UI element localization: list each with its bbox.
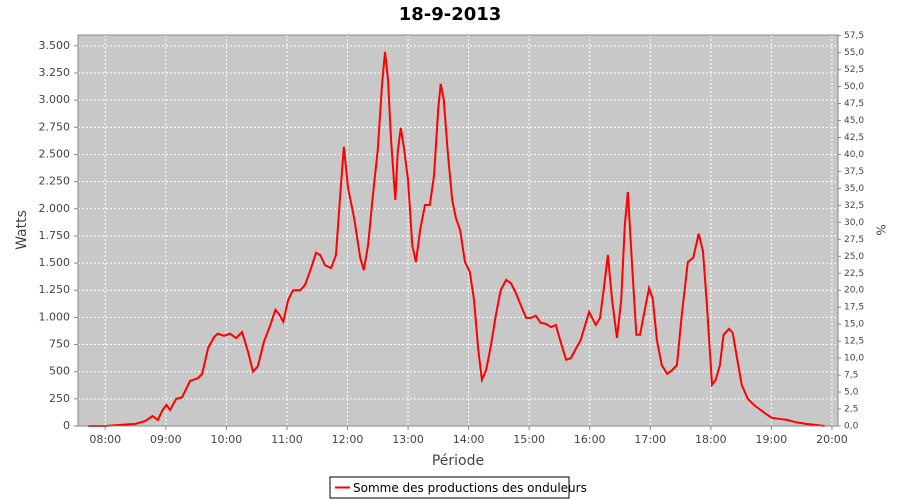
x-tick-label: 08:00 <box>89 433 121 446</box>
legend-box <box>329 476 570 499</box>
y-tick-label: 2.250 <box>39 175 71 188</box>
y2-tick-label: 32,5 <box>844 201 864 211</box>
x-tick-label: 15:00 <box>513 433 545 446</box>
y-tick-label: 1.500 <box>39 256 71 269</box>
y-tick-label: 500 <box>49 365 70 378</box>
y2-tick-label: 45,0 <box>844 116 864 126</box>
y2-tick-label: 7,5 <box>844 371 858 381</box>
y-tick-label: 3.000 <box>39 93 71 106</box>
x-tick-label: 16:00 <box>574 433 606 446</box>
y-tick-label: 250 <box>49 392 70 405</box>
plot-border <box>77 34 839 427</box>
y2-tick-label: 42,5 <box>844 133 864 143</box>
x-tick-label: 19:00 <box>756 433 788 446</box>
y-tick-label: 3.500 <box>39 39 71 52</box>
y2-tick-label: 20,0 <box>844 286 864 296</box>
y2-tick-label: 5,0 <box>844 388 859 398</box>
y2-tick-label: 37,5 <box>844 167 864 177</box>
y2-tick-label: 0,0 <box>844 422 859 432</box>
y2-tick-label: 40,0 <box>844 150 864 160</box>
y2-tick-label: 47,5 <box>844 99 864 109</box>
y2-tick-label: 15,0 <box>844 320 864 330</box>
y2-tick-label: 17,5 <box>844 303 864 313</box>
x-tick-label: 10:00 <box>211 433 243 446</box>
x-tick-label: 12:00 <box>332 433 364 446</box>
y2-tick-label: 35,0 <box>844 184 864 194</box>
y2-tick-label: 55,0 <box>844 48 864 58</box>
x-tick-label: 11:00 <box>271 433 303 446</box>
y-tick-label: 2.500 <box>39 147 71 160</box>
y2-tick-label: 52,5 <box>844 65 864 75</box>
chart-title: 18-9-2013 <box>399 4 502 25</box>
y2-tick-label: 2,5 <box>844 405 858 415</box>
x-axis-label: Période <box>432 453 484 469</box>
y-tick-label: 0 <box>63 419 70 432</box>
x-tick-label: 13:00 <box>392 433 424 446</box>
y-tick-label: 750 <box>49 338 70 351</box>
y-tick-label: 1.000 <box>39 310 71 323</box>
x-tick-label: 20:00 <box>816 433 848 446</box>
legend-label: Somme des productions des onduleurs <box>353 481 587 495</box>
legend: Somme des productions des onduleurs <box>329 476 587 499</box>
y-tick-label: 2.750 <box>39 120 71 133</box>
y-tick-label: 3.250 <box>39 66 71 79</box>
plot-area <box>77 34 839 427</box>
y2-tick-label: 30,0 <box>844 218 864 228</box>
y-tick-label: 2.000 <box>39 202 71 215</box>
y2-tick-label: 12,5 <box>844 337 864 347</box>
y2-tick-label: 25,0 <box>844 252 864 262</box>
y2-tick-label: 57,5 <box>844 31 864 41</box>
line-series <box>88 51 825 427</box>
y2-tick-label: 27,5 <box>844 235 864 245</box>
x-tick-label: 18:00 <box>695 433 727 446</box>
y-axis-label: Watts <box>14 210 30 250</box>
x-tick-label: 09:00 <box>150 433 182 446</box>
y-tick-label: 1.250 <box>39 283 71 296</box>
y2-axis-label: % <box>874 224 888 235</box>
y2-tick-label: 50,0 <box>844 82 864 92</box>
y-tick-label: 1.750 <box>39 229 71 242</box>
y2-tick-label: 22,5 <box>844 269 864 279</box>
x-tick-label: 14:00 <box>453 433 485 446</box>
y2-tick-label: 10,0 <box>844 354 864 364</box>
x-tick-label: 17:00 <box>634 433 666 446</box>
